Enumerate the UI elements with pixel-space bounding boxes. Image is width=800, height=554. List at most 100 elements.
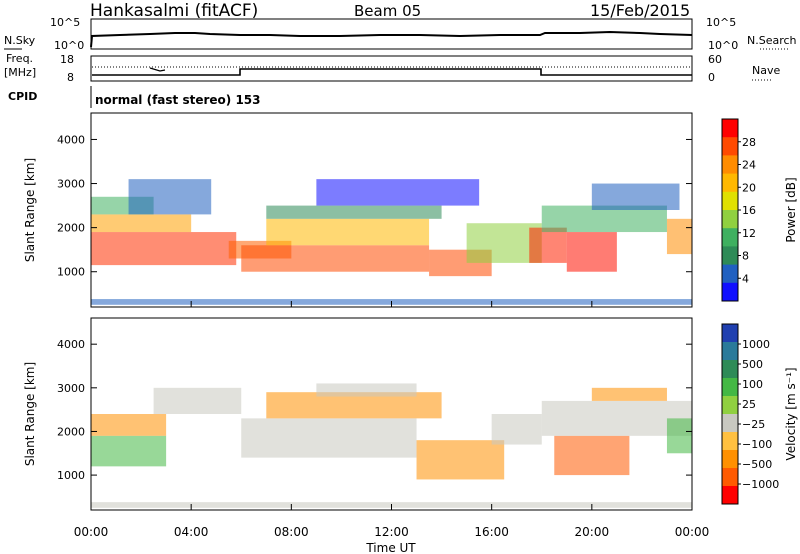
power-colorbar-swatch [722,155,738,175]
power-scatter-region [529,227,567,263]
noise-sky-label: N.Sky [4,34,36,47]
velocity-colorbar-swatch [722,360,738,379]
power-scatter-region [591,183,680,210]
velocity-colorbar-tick: 25 [742,398,756,411]
velocity-colorbar-swatch [722,414,738,433]
noise-panel: N.Sky 10^5 10^0 10^5 10^0 N.Search [4,16,797,52]
noise-right-tick-top: 10^5 [706,16,736,29]
velocity-colorbar-tick: −100 [742,438,772,451]
time-tick-label: 20:00 [575,525,610,539]
cpid-label: CPID [8,90,37,103]
power-data-region [91,179,692,305]
time-tick-label: 00:00 [74,525,109,539]
power-scatter-region [91,232,237,266]
power-ytick-label: 3000 [57,178,85,191]
velocity-colorbar-swatch [722,486,738,505]
power-colorbar-tick: 4 [742,272,749,285]
velocity-colorbar-label: Velocity [m s⁻¹] [784,367,798,460]
velocity-colorbar-tick: 100 [742,378,763,391]
velocity-colorbar-tick: 1000 [742,338,770,351]
velocity-scatter-region [241,418,417,458]
velocity-scatter-region [416,440,505,480]
velocity-colorbar-tick: −1000 [742,478,779,491]
time-tick-label: 08:00 [274,525,309,539]
power-scatter-region [128,179,212,215]
power-colorbar-swatch [722,228,738,247]
power-ytick-label: 1000 [57,266,85,279]
noise-sky-trace [90,30,693,48]
velocity-scatter-region [153,387,242,414]
freq-tick-top: 18 [60,53,74,66]
time-tick-label: 04:00 [174,525,209,539]
freq-trace [92,68,692,76]
time-tick-label: 00:00 [675,525,710,539]
time-axis-label: Time UT [365,541,416,554]
power-colorbar-swatch [722,246,738,266]
velocity-ytick-label: 2000 [57,425,85,438]
velocity-colorbar-tick: 500 [742,358,763,371]
velocity-colorbar-swatch [722,432,738,451]
power-scatter-region [266,218,430,246]
noise-right-tick-bottom: 10^0 [708,39,738,52]
nave-tick-top: 60 [708,53,722,66]
velocity-ylabel: Slant Range [km] [23,362,37,466]
velocity-scatter-region [91,435,167,467]
power-colorbar-tick: 16 [742,204,756,217]
velocity-scatter-region [491,414,542,445]
velocity-scatter-region [554,435,630,476]
velocity-ytick-label: 4000 [57,338,85,351]
power-colorbar-label: Power [dB] [784,177,798,242]
time-tick-label: 16:00 [474,525,509,539]
velocity-colorbar-tick: −25 [742,418,765,431]
velocity-ytick-label: 1000 [57,469,85,482]
nave-label: Nave [752,64,780,77]
nave-tick-bottom: 0 [708,71,715,84]
time-axis: 00:00 04:00 08:00 12:00 16:00 20:00 00:00 [74,301,710,539]
program-text: normal (fast stereo) 153 [95,93,261,107]
noise-left-tick-bottom: 10^0 [54,39,84,52]
velocity-colorbar-swatch [722,396,738,415]
beam-title: Beam 05 [354,2,421,20]
velocity-scatter-region [91,414,167,436]
power-colorbar-swatch [722,282,738,302]
power-scatter-region [266,205,442,219]
velocity-colorbar-swatch [722,450,738,469]
velocity-scatter-region [316,383,417,397]
power-colorbar-swatch [722,173,738,193]
freq-label-line1: Freq. [6,52,33,65]
power-scatter-region [566,232,617,272]
date-title: 15/Feb/2015 [590,1,690,20]
power-scatter-region [316,179,480,206]
velocity-colorbar-swatch [722,342,738,361]
velocity-colorbar-tick: −500 [742,458,772,471]
velocity-colorbar-swatch [722,378,738,397]
power-colorbar-tick: 24 [742,159,756,172]
freq-tick-bottom: 8 [67,71,74,84]
power-scatter-region [666,218,692,255]
power-colorbar-swatch [722,119,738,138]
noise-search-label: N.Search [747,34,797,47]
power-colorbar-swatch [722,264,738,284]
velocity-scatter-region [591,387,667,401]
noise-left-tick-top: 10^5 [50,16,80,29]
power-scatter-region [91,214,192,233]
velocity-colorbar-swatch [722,324,738,343]
power-ytick-label: 4000 [57,133,85,146]
power-scatter-region [241,245,430,272]
velocity-ytick-label: 3000 [57,382,85,395]
velocity-scatter-region [666,418,692,454]
power-colorbar-tick: 28 [742,136,756,149]
power-colorbar-swatch [722,137,738,156]
power-colorbar-tick: 8 [742,250,749,263]
power-colorbar-tick: 20 [742,181,756,194]
power-colorbar-tick: 12 [742,227,756,240]
power-colorbar-swatch [722,191,738,211]
power-panel: Slant Range [km] 1000 2000 3000 4000 28 24 20… [23,112,798,308]
power-ytick-label: 2000 [57,222,85,235]
velocity-colorbar-swatch [722,468,738,487]
freq-label-line2: [MHz] [4,66,36,79]
station-title: Hankasalmi (fitACF) [90,1,258,21]
freq-panel: Freq. [MHz] 18 8 60 0 Nave CPID normal (… [4,52,780,108]
power-colorbar-swatch [722,210,738,229]
